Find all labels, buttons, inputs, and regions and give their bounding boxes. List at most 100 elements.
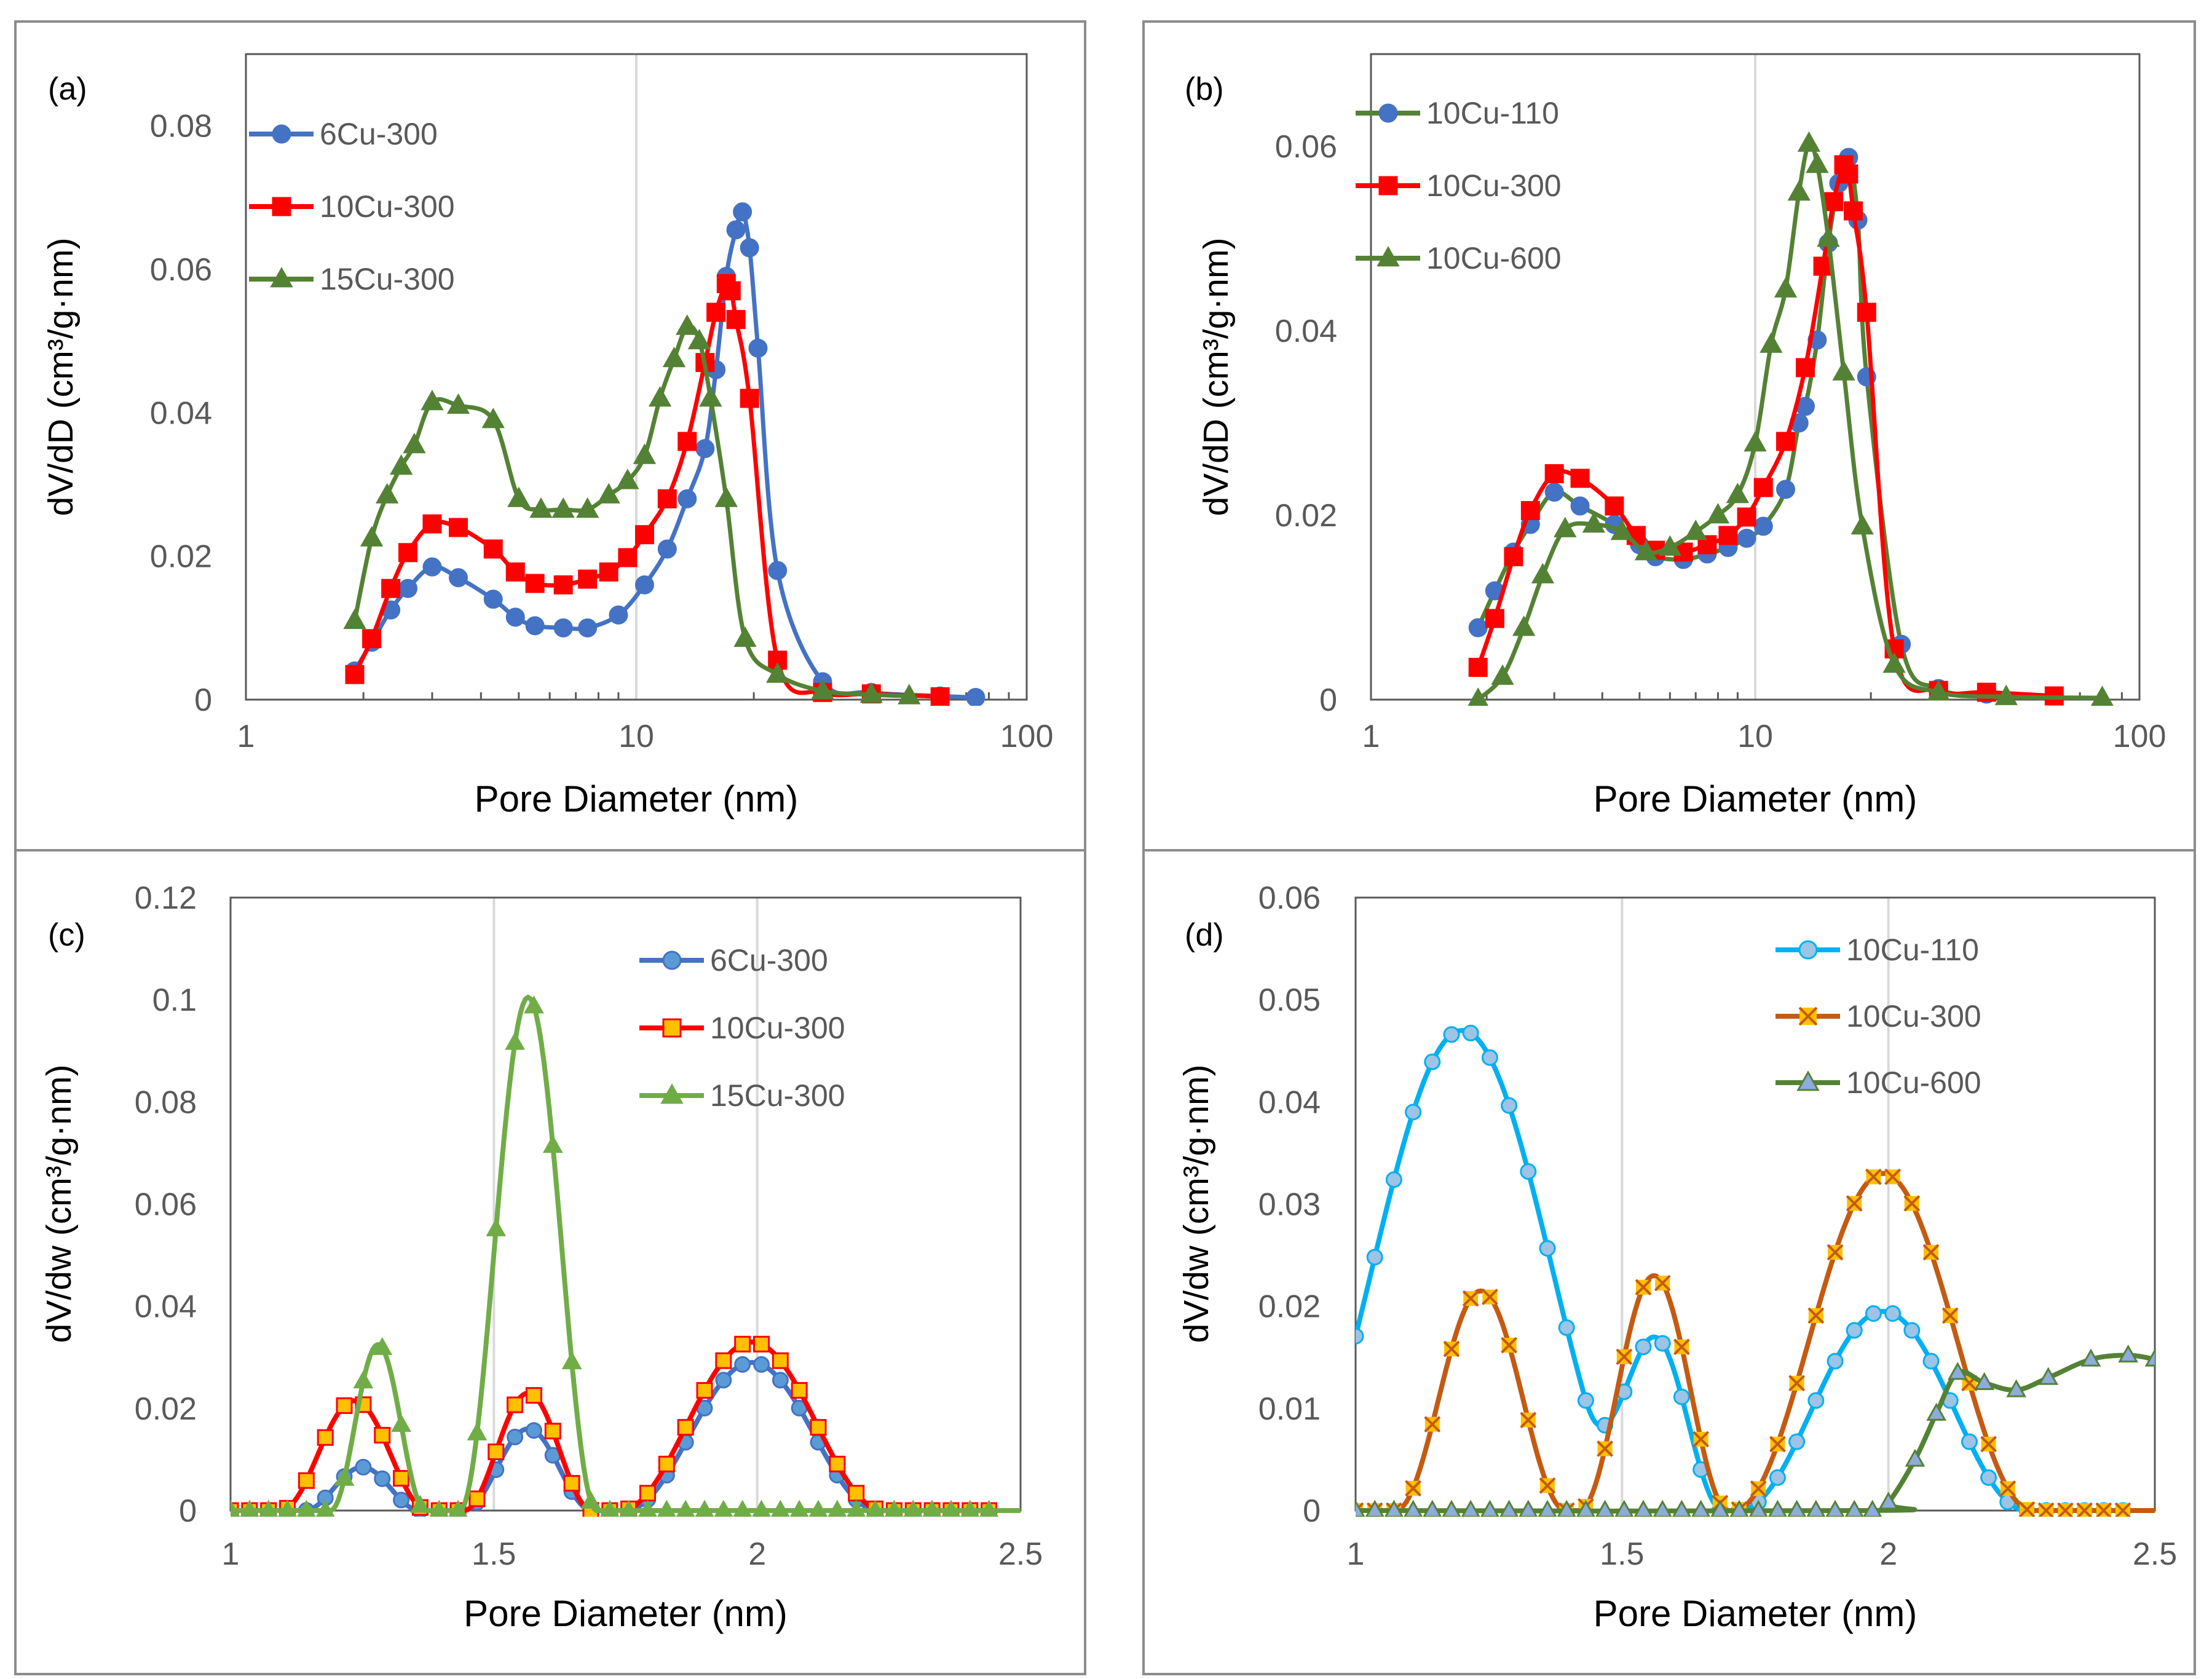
data-point <box>618 548 638 567</box>
data-point <box>634 525 654 545</box>
data-point <box>1634 540 1658 561</box>
data-point <box>1806 1499 1826 1517</box>
data-point <box>866 1499 885 1517</box>
data-point <box>525 1422 542 1439</box>
data-point <box>1729 1499 1749 1517</box>
legend-entry: 6Cu-300 <box>249 117 438 151</box>
data-point <box>422 557 442 577</box>
legend-entry: 10Cu-300 <box>1776 999 1981 1033</box>
data-point <box>706 302 726 322</box>
data-point <box>563 1475 580 1492</box>
legend-marker <box>1377 246 1400 267</box>
legend-marker <box>272 197 291 216</box>
data-point <box>1544 464 1564 483</box>
data-point <box>1504 547 1523 566</box>
chart-panel-3: 0 0.02 0.04 0.06 0.08 0.1 0.12 1 1.5 2 2.5 Pore Dia… <box>14 849 1086 1675</box>
x-tick-label: 100 <box>2113 719 2167 754</box>
legend-entry: 6Cu-300 <box>639 943 828 978</box>
data-point <box>1538 1499 1557 1517</box>
legend: 10Cu-110 10Cu-300 10Cu-600 <box>1776 933 1981 1100</box>
x-tick-label: 1.5 <box>472 1536 516 1572</box>
y-tick-label: 0 <box>1303 1493 1321 1529</box>
data-point <box>1857 302 1876 322</box>
data-point <box>753 1335 770 1353</box>
y-tick-label: 0.06 <box>150 252 212 288</box>
data-point <box>1404 1499 1423 1517</box>
plot-area <box>1370 53 2141 701</box>
data-point <box>1633 1499 1653 1517</box>
data-point <box>1635 1279 1652 1296</box>
data-point <box>1539 1477 1556 1494</box>
y-tick-label: 0.08 <box>135 1084 197 1120</box>
data-point <box>2090 685 2114 706</box>
data-point <box>1605 496 1624 516</box>
data-point <box>1672 1499 1691 1517</box>
data-point <box>1941 1307 1959 1324</box>
data-point <box>699 386 722 407</box>
series-10Cu-300 <box>1468 155 2064 706</box>
legend-marker <box>1796 1070 1820 1091</box>
chart-panel-4: 0 0.01 0.02 0.03 0.04 0.05 0.06 1 1.5 2 2.5 Pore Di… <box>1142 849 2196 1675</box>
data-point <box>2118 1344 2139 1363</box>
y-tick-label: 0.04 <box>1258 1084 1321 1120</box>
data-point <box>2018 1501 2036 1517</box>
data-point <box>398 579 418 598</box>
data-point <box>633 443 657 464</box>
data-point <box>676 1499 695 1517</box>
data-point <box>1827 1353 1844 1370</box>
data-point <box>505 607 525 627</box>
data-point <box>1610 520 1633 540</box>
data-point <box>374 1426 391 1444</box>
data-point <box>2006 1379 2027 1397</box>
data-point <box>677 432 697 451</box>
data-point <box>481 408 505 429</box>
data-point <box>2076 1502 2093 1517</box>
y-tick-label: 0.02 <box>150 539 212 575</box>
data-point <box>740 389 759 408</box>
data-point <box>1424 1053 1441 1070</box>
data-point <box>1737 507 1756 527</box>
data-point <box>390 454 413 475</box>
data-point <box>355 1458 372 1476</box>
series-line <box>1476 140 2103 701</box>
y-tick-label: 0.08 <box>150 109 212 144</box>
data-point <box>1481 1289 1498 1306</box>
data-point <box>398 543 418 563</box>
data-point <box>733 1499 752 1517</box>
data-point <box>721 281 741 301</box>
legend-label: 10Cu-600 <box>1426 241 1562 275</box>
data-point <box>639 1485 656 1502</box>
y-tick-label: 0.04 <box>135 1289 197 1325</box>
data-point <box>930 687 950 706</box>
x-axis-label: Pore Diameter (nm) <box>464 1593 788 1634</box>
legend-marker <box>1378 103 1398 123</box>
data-point <box>810 1419 827 1436</box>
data-point <box>483 539 503 559</box>
data-point <box>1468 658 1488 677</box>
data-point <box>1787 180 1811 201</box>
data-point <box>353 1370 374 1389</box>
series-15Cu-300 <box>343 314 921 705</box>
x-tick-label: 10 <box>1737 719 1773 754</box>
data-point <box>240 1499 259 1517</box>
data-point <box>403 432 426 454</box>
data-point <box>1480 1499 1499 1517</box>
data-point <box>1595 1499 1615 1517</box>
panel-frame <box>1142 20 2196 851</box>
data-point <box>410 1495 430 1513</box>
legend-label: 6Cu-300 <box>710 943 828 978</box>
legend-entry: 10Cu-110 <box>1776 933 1979 967</box>
data-point <box>726 220 746 240</box>
data-point <box>1750 1480 1767 1497</box>
data-point <box>1710 1499 1730 1517</box>
data-point <box>561 1351 582 1370</box>
x-tick-label: 100 <box>1000 719 1054 754</box>
x-tick-label: 10 <box>618 719 654 754</box>
data-point <box>766 662 789 683</box>
x-axis-label: Pore Diameter (nm) <box>1594 1593 1918 1634</box>
data-point <box>808 1499 828 1517</box>
data-point <box>715 1352 732 1369</box>
data-point <box>600 1499 620 1517</box>
data-point <box>1882 652 1906 673</box>
data-point <box>1673 1388 1690 1405</box>
